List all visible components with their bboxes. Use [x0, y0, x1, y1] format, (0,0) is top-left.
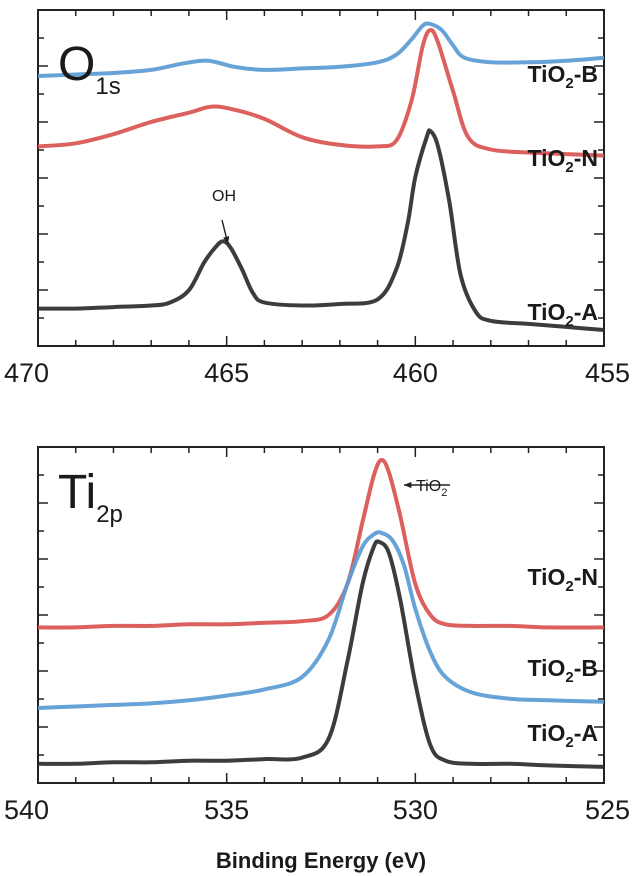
- o1s-annotations: OH: [212, 188, 236, 245]
- ti2p-xtick-label: 525: [585, 795, 630, 825]
- ti2p-series-line-tio2-b: [38, 530, 604, 710]
- ti2p-curves: [38, 457, 604, 769]
- o1s-series-label-tio2-n: TiO2-N: [527, 145, 598, 176]
- o1s-xtick-label: 460: [393, 358, 438, 388]
- o1s-curves: [38, 21, 604, 332]
- ti2p-series-label-tio2-a: TiO2-A: [527, 720, 598, 751]
- ti2p-xtick-label: 540: [4, 795, 49, 825]
- ti2p-xticks: [37, 447, 605, 783]
- ti2p-annotations: TiO2: [404, 478, 450, 499]
- ti2p-series-labels: TiO2-N TiO2-B TiO2-A: [527, 564, 598, 751]
- ti2p-panel-title: Ti2p: [58, 466, 123, 528]
- ti2p-annotation-arrowhead: [404, 481, 412, 489]
- o1s-xtick-label: 455: [585, 358, 630, 388]
- ti2p-series-line-tio2-n: [38, 457, 604, 630]
- o1s-plot-frame: [37, 9, 605, 347]
- o1s-panel-title: O1s: [58, 38, 121, 100]
- o1s-xticks: [37, 10, 605, 346]
- o1s-series-line-tio2-b: [38, 21, 604, 78]
- ti2p-panel: TiO2-N TiO2-B TiO2-A TiO2 Ti2p 540 535 530 52…: [4, 446, 630, 873]
- x-axis-label: Binding Energy (eV): [216, 848, 426, 873]
- o1s-series-labels: TiO2-B TiO2-N TiO2-A: [527, 61, 598, 330]
- ti2p-xtick-label: 535: [204, 795, 249, 825]
- ti2p-annotation: TiO2: [416, 478, 447, 499]
- ti2p-xtick-label: 530: [393, 795, 438, 825]
- ti2p-series-line-tio2-a: [38, 539, 604, 769]
- o1s-xtick-label: 465: [204, 358, 249, 388]
- o1s-series-label-tio2-b: TiO2-B: [527, 61, 598, 92]
- o1s-series-line-tio2-n: [38, 28, 604, 158]
- o1s-series-label-tio2-a: TiO2-A: [527, 299, 598, 330]
- ti2p-series-label-tio2-n: TiO2-N: [527, 564, 598, 595]
- o1s-annotation: OH: [212, 188, 236, 205]
- ti2p-series-label-tio2-b: TiO2-B: [527, 655, 598, 686]
- ti2p-plot-frame: [37, 446, 605, 784]
- o1s-xtick-label: 470: [4, 358, 49, 388]
- o1s-annotation-arrowhead: [223, 236, 230, 244]
- o1s-series-line-tio2-a: [38, 128, 604, 332]
- ti2p-xtick-labels: 540 535 530 525: [4, 795, 630, 825]
- o1s-panel: TiO2-B TiO2-N TiO2-A OH O1s 470 465 460 455: [4, 9, 630, 388]
- o1s-xtick-labels: 470 465 460 455: [4, 358, 630, 388]
